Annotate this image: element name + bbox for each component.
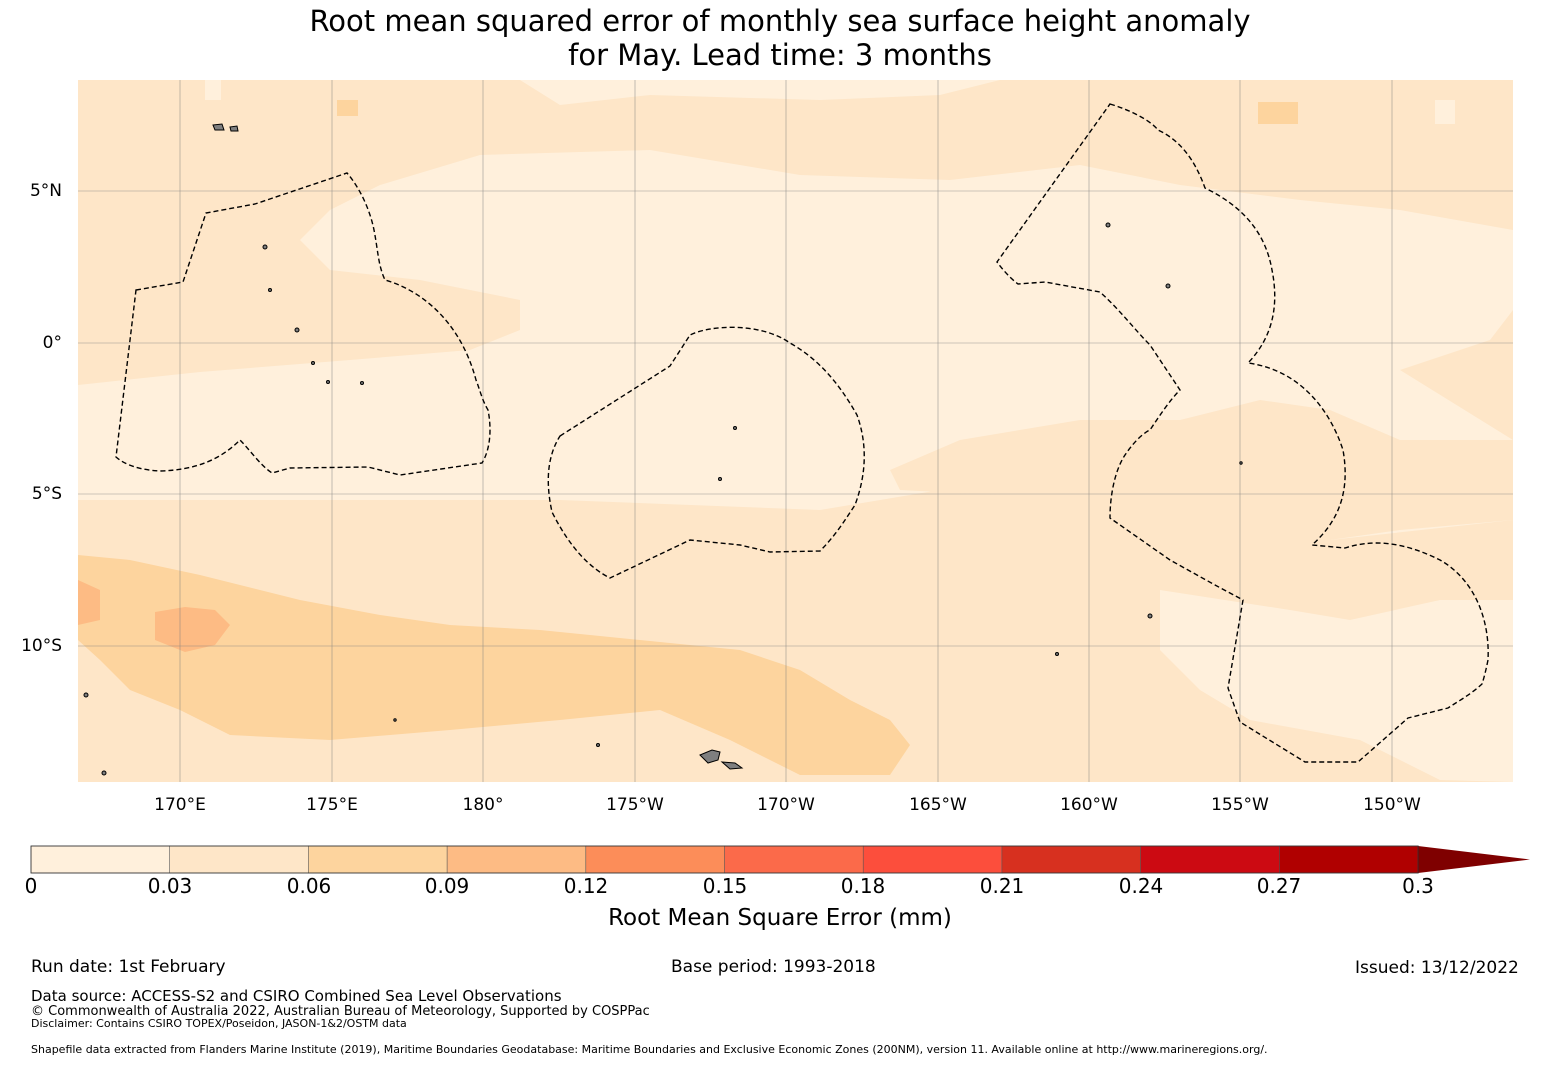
island-dot-13 <box>1055 652 1059 656</box>
lon-label-180: 180° <box>462 795 504 815</box>
colorbar-segment-9 <box>1279 845 1419 874</box>
island-dot-5 <box>326 380 330 384</box>
islands <box>83 123 1243 776</box>
colorbar-segment-1 <box>169 845 310 874</box>
colorbar-tick-8: 0.24 <box>1118 874 1164 898</box>
lat-label-0: 0° <box>42 333 62 353</box>
island-dot-16 <box>596 743 600 747</box>
colorbar-frame <box>30 845 1419 874</box>
colorbar-segment-0 <box>30 845 171 874</box>
issued-date: Issued: 13/12/2022 <box>1355 958 1519 978</box>
island-dot-17 <box>393 718 397 722</box>
eez-boundary-kiribati-line <box>996 103 1489 763</box>
rmse-band-low-east <box>890 400 1513 540</box>
rmse-patch-north-2 <box>1258 102 1298 124</box>
lon-label-175w: 175°W <box>606 795 664 815</box>
colorbar-segment-4 <box>585 845 726 874</box>
lat-label-5n: 5°N <box>29 181 62 201</box>
colorbar-tick-2: 0.06 <box>286 874 332 898</box>
rmse-band-mid <box>78 555 910 775</box>
lon-label-175e: 175°E <box>306 795 358 815</box>
run-date: Run date: 1st February <box>31 957 226 977</box>
colorbar-segment-6 <box>862 845 1003 874</box>
colorbar-segment-3 <box>446 845 587 874</box>
island-small-1 <box>212 123 225 131</box>
rmse-band-lowest-south <box>1160 590 1513 782</box>
colorbar-tick-0: 0 <box>24 874 38 898</box>
island-dot-8 <box>718 477 722 481</box>
colorbar-segment-8 <box>1140 845 1281 874</box>
title-line-2: for May. Lead time: 3 months <box>568 38 992 72</box>
title-line-1: Root mean squared error of monthly sea s… <box>309 4 1251 38</box>
copyright: © Commonwealth of Australia 2022, Austra… <box>31 1004 650 1019</box>
colorbar-tick-3: 0.09 <box>424 874 470 898</box>
island-dot-4 <box>311 361 315 365</box>
base-period: Base period: 1993-2018 <box>671 957 876 977</box>
eez-boundaries <box>115 103 1489 763</box>
colorbar-tick-7: 0.21 <box>979 874 1025 898</box>
rmse-band-high-central <box>155 607 230 652</box>
lat-label-5s: 5°S <box>31 484 62 504</box>
colorbar-tick-9: 0.27 <box>1256 874 1302 898</box>
island-dot-2 <box>268 288 272 292</box>
rmse-patch-north-3 <box>1435 100 1455 124</box>
rmse-patch-north-1 <box>337 100 358 116</box>
island-samoa-2 <box>720 761 744 770</box>
colorbar-tick-1: 0.03 <box>147 874 193 898</box>
disclaimer: Disclaimer: Contains CSIRO TOPEX/Poseido… <box>31 1017 407 1030</box>
colorbar-segment-7 <box>1001 845 1142 874</box>
rmse-band-high-west <box>78 580 100 625</box>
lat-label-10s: 10°S <box>21 636 62 656</box>
lon-label-165w: 165°W <box>909 795 967 815</box>
colorbar-tick-10: 0.3 <box>1402 874 1434 898</box>
colorbar-label: Root Mean Square Error (mm) <box>608 905 952 931</box>
colorbar-segment-2 <box>308 845 448 874</box>
lon-label-155w: 155°W <box>1211 795 1269 815</box>
island-dot-15 <box>101 770 107 776</box>
island-dot-9 <box>1105 222 1111 228</box>
colorbar <box>30 845 1530 874</box>
colorbar-tick-5: 0.15 <box>702 874 748 898</box>
island-dot-10 <box>1165 283 1171 289</box>
island-small-2 <box>229 125 239 132</box>
lon-label-160w: 160°W <box>1060 795 1118 815</box>
rmse-band-lowest-north <box>520 80 1000 105</box>
rmse-patch-north-4 <box>205 80 221 100</box>
island-dot-6 <box>360 381 364 385</box>
colorbar-tick-4: 0.12 <box>563 874 609 898</box>
data-source: Data source: ACCESS-S2 and CSIRO Combine… <box>31 987 562 1005</box>
colorbar-segment-5 <box>724 845 864 874</box>
lon-label-170w: 170°W <box>757 795 815 815</box>
colorbar-extend-arrow <box>1418 846 1530 873</box>
island-dot-1 <box>262 244 268 250</box>
shapefile-credit: Shapefile data extracted from Flanders M… <box>31 1043 1268 1056</box>
island-dot-12 <box>1147 613 1153 619</box>
eez-boundary-tokelau <box>547 326 865 579</box>
island-dot-14 <box>83 692 89 698</box>
island-dot-7 <box>733 426 737 430</box>
island-dot-11 <box>1239 461 1243 465</box>
island-dot-3 <box>294 327 300 333</box>
lon-label-150w: 150°W <box>1363 795 1421 815</box>
island-samoa-1 <box>699 749 721 764</box>
eez-boundary-tuvalu-kiribati-west <box>115 172 491 476</box>
lon-label-170e: 170°E <box>154 795 206 815</box>
map-gridlines <box>78 80 1513 782</box>
colorbar-tick-6: 0.18 <box>840 874 886 898</box>
